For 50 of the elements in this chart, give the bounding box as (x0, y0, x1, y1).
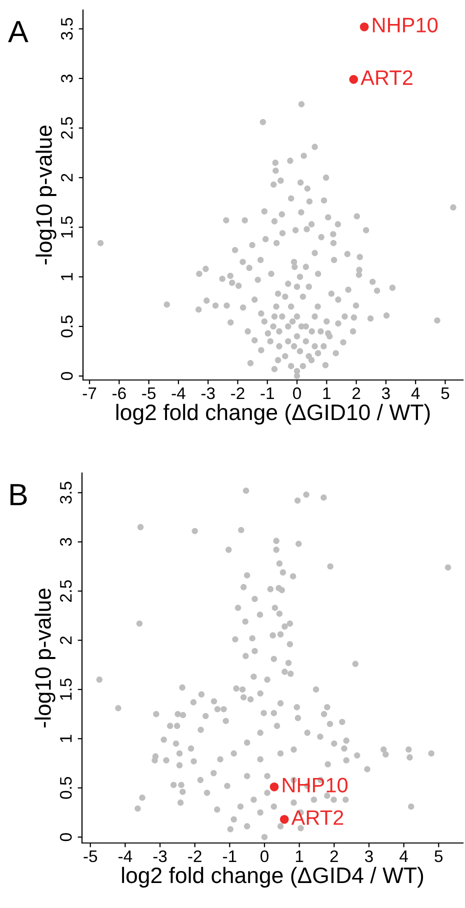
x-tick-label: 5 (441, 388, 450, 400)
y-tick-label: 3.5 (60, 482, 72, 504)
x-tick-label: -5 (142, 388, 156, 400)
x-tick-label: 3 (382, 387, 390, 400)
x-tick-label: -4 (118, 850, 132, 862)
x-tick-label: 3 (364, 850, 373, 862)
y-tick-label: 3 (60, 538, 72, 546)
x-tick-label: 4 (411, 388, 420, 400)
y-tick-label: 2.5 (60, 580, 72, 602)
y-tick-label: 1.5 (60, 678, 72, 700)
x-axis-title: log2 fold change (ΔGID10 / WT) (116, 404, 430, 425)
y-tick-label: 2 (60, 636, 72, 644)
chart-title: A (8, 21, 28, 42)
annotation: NHP10 (282, 778, 348, 792)
x-tick-label: -4 (172, 388, 186, 400)
y-tick-label: 3 (60, 74, 73, 82)
annotation: ART2 (291, 810, 344, 825)
annotation: NHP10 (372, 18, 438, 32)
annotation: ART2 (360, 70, 412, 85)
x-tick-label: -3 (153, 850, 167, 862)
x-tick-label: -5 (84, 850, 98, 862)
y-tick-label: 0 (60, 372, 73, 380)
y-tick-label: 0 (60, 833, 72, 842)
y-tick-label: 2 (60, 174, 73, 182)
x-tick-label: -2 (188, 850, 202, 862)
x-tick-label: -6 (112, 387, 126, 400)
y-axis-title: -log10 p-value (34, 588, 56, 728)
chart-title: B (10, 484, 27, 506)
x-tick-label: 5 (434, 850, 443, 862)
x-tick-label: 2 (352, 387, 360, 400)
x-tick-label: -2 (231, 387, 244, 400)
y-tick-label: 0.5 (60, 316, 73, 338)
x-tick-label: -1 (260, 388, 274, 400)
y-tick-label: 3.5 (60, 18, 73, 40)
x-tick-label: 1 (323, 388, 330, 400)
y-tick-label: 0.5 (60, 777, 72, 799)
x-tick-label: -3 (201, 387, 215, 400)
y-tick-label: 1.5 (61, 216, 73, 238)
x-tick-label: 1 (296, 850, 304, 862)
y-tick-label: 1 (60, 734, 72, 742)
x-tick-label: 2 (330, 850, 338, 862)
x-tick-label: -1 (222, 850, 236, 862)
x-tick-label: 0 (260, 850, 268, 862)
x-axis-title: log2 fold change (ΔGID4 / WT) (122, 866, 424, 888)
x-tick-label: -7 (82, 388, 96, 400)
y-tick-label: 2.5 (60, 117, 73, 139)
x-tick-label: 0 (293, 387, 301, 400)
y-axis-title: -log10 p-value (36, 126, 56, 264)
x-tick-label: 4 (400, 850, 408, 862)
y-tick-label: 1 (61, 273, 73, 280)
